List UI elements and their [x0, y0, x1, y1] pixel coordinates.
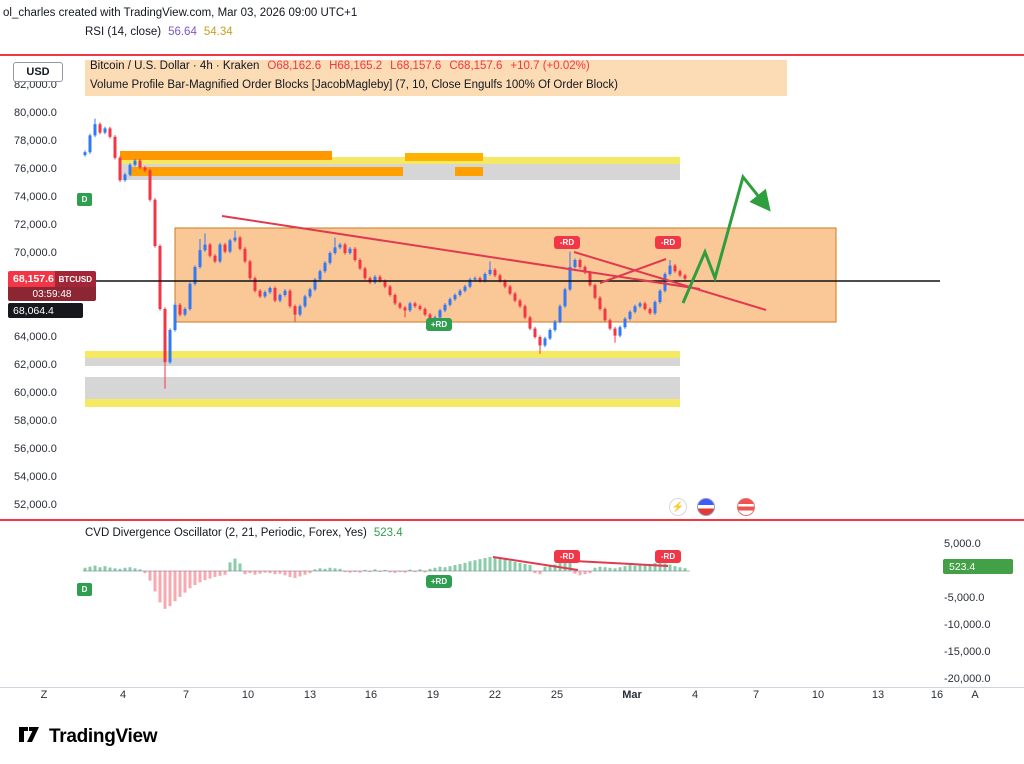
price-axis-label: 54,000.0 [14, 471, 57, 483]
price-axis-label: 60,000.0 [14, 387, 57, 399]
price-axis-label: 52,000.0 [14, 499, 57, 511]
tradingview-logo[interactable]: TradingView [16, 721, 158, 752]
time-axis-label: 16 [930, 689, 944, 701]
rsi-title: RSI (14, close) [85, 26, 162, 38]
clipped-rd-badge-price: D [77, 193, 92, 206]
price-axis-label: 58,000.0 [14, 415, 57, 427]
rsi-indicator-legend[interactable]: RSI (14, close) 56.64 54.34 [85, 26, 233, 38]
current-price-badge: 68,157.6 BTCUSD 03:59:48 [8, 271, 96, 301]
indicator-logo-lightning-icon: ⚡ [669, 498, 687, 516]
price-axis-label: 74,000.0 [14, 191, 57, 203]
time-axis-label: 4 [119, 689, 127, 701]
price-axis-label: 76,000.0 [14, 163, 57, 175]
price-axis-label: 80,000.0 [14, 107, 57, 119]
time-axis-label: 10 [811, 689, 825, 701]
time-axis-separator [0, 687, 1024, 688]
tradingview-logo-mark-icon [16, 721, 42, 752]
time-axis-label: 25 [550, 689, 564, 701]
price-axis-label: 64,000.0 [14, 331, 57, 343]
price-axis-label: 70,000.0 [14, 247, 57, 259]
price-axis-label: 82,000.0 [14, 79, 57, 91]
rd-minus-badge-price-1: -RD [554, 236, 580, 249]
pane-separator-top[interactable] [0, 54, 1024, 56]
time-axis-label: Z [40, 689, 48, 701]
indicator-logo-striped-red-icon [737, 498, 755, 516]
symbol-title: Bitcoin / U.S. Dollar · 4h · Kraken [90, 60, 260, 72]
cvd-axis-label: -20,000.0 [944, 673, 991, 685]
time-axis-label: Mar [622, 689, 642, 701]
symbol-legend[interactable]: Bitcoin / U.S. Dollar · 4h · Kraken O68,… [90, 60, 590, 72]
ohlc-open: O68,162.6 [267, 60, 322, 72]
ohlc-low: L68,157.6 [390, 60, 442, 72]
tradingview-logo-text: TradingView [49, 725, 158, 747]
time-axis-label: 10 [241, 689, 255, 701]
rsi-value-2: 54.34 [203, 26, 233, 38]
time-axis-label: 13 [871, 689, 885, 701]
secondary-price-badge: 68,064.4 [8, 303, 83, 318]
bar-countdown: 03:59:48 [8, 287, 96, 301]
time-axis-label: 7 [752, 689, 760, 701]
currency-toggle-button[interactable]: USD [13, 62, 63, 82]
price-axis-label: 78,000.0 [14, 135, 57, 147]
rd-minus-badge-cvd-2: -RD [655, 550, 681, 563]
cvd-axis-label: -10,000.0 [944, 619, 991, 631]
current-price-value: 68,157.6 [8, 271, 55, 287]
rd-plus-badge-price: +RD [426, 318, 452, 331]
time-axis-label: 7 [182, 689, 190, 701]
time-axis-label: 13 [303, 689, 317, 701]
time-axis-label: A [971, 689, 979, 701]
cvd-axis-label: -15,000.0 [944, 646, 991, 658]
ohlc-close: C68,157.6 [449, 60, 503, 72]
clipped-rd-badge-cvd: D [77, 583, 92, 596]
price-axis-label: 72,000.0 [14, 219, 57, 231]
cvd-indicator-legend[interactable]: CVD Divergence Oscillator (2, 21, Period… [85, 527, 403, 539]
ohlc-high: H68,165.2 [329, 60, 383, 72]
time-axis-label: 16 [364, 689, 378, 701]
cvd-title: CVD Divergence Oscillator (2, 21, Period… [85, 527, 367, 539]
rd-minus-badge-cvd-1: -RD [554, 550, 580, 563]
cvd-axis-label: 5,000.0 [944, 538, 981, 550]
time-axis-label: 19 [426, 689, 440, 701]
price-axis-label: 62,000.0 [14, 359, 57, 371]
cvd-axis-label: -5,000.0 [944, 592, 985, 604]
price-change: +10.7 (+0.02%) [510, 60, 590, 72]
indicator-logo-striped-blue-red-icon [697, 498, 715, 516]
attribution-text: ol_charles created with TradingView.com,… [3, 7, 358, 19]
cvd-value-badge: 523.4 [943, 559, 1013, 574]
rsi-value-1: 56.64 [168, 26, 197, 38]
pane-separator-middle[interactable] [0, 519, 1024, 521]
time-axis-label: 4 [691, 689, 699, 701]
rd-minus-badge-price-2: -RD [655, 236, 681, 249]
price-axis-label: 56,000.0 [14, 443, 57, 455]
rd-plus-badge-cvd: +RD [426, 575, 452, 588]
orderblock-indicator-legend[interactable]: Volume Profile Bar-Magnified Order Block… [90, 79, 618, 91]
current-price-symbol: BTCUSD [54, 271, 96, 287]
time-axis-label: 22 [488, 689, 502, 701]
cvd-value: 523.4 [373, 527, 403, 539]
